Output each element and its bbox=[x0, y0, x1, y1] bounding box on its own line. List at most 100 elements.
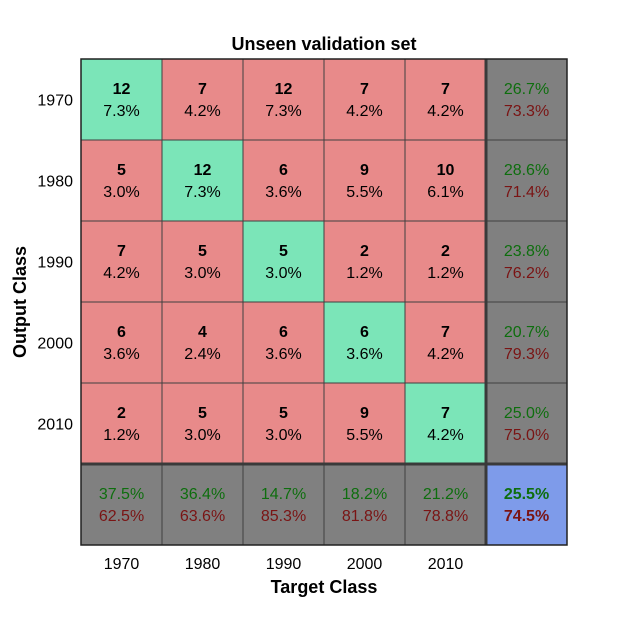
overall-accuracy-cell bbox=[485, 463, 568, 546]
row-summary-correct: 26.7% bbox=[504, 81, 549, 98]
column-summary-cell bbox=[242, 463, 325, 546]
cell-count: 6 bbox=[117, 324, 126, 341]
cell-count: 6 bbox=[360, 324, 369, 341]
cell-count: 2 bbox=[441, 243, 450, 260]
matrix-cell bbox=[242, 220, 325, 303]
column-summary-cell bbox=[80, 463, 163, 546]
matrix-cell bbox=[80, 301, 163, 384]
cell-count: 4 bbox=[198, 324, 207, 341]
cell-percent: 4.2% bbox=[184, 103, 220, 120]
cell-percent: 1.2% bbox=[427, 265, 463, 282]
matrix-cell bbox=[404, 58, 487, 141]
cell-count: 12 bbox=[113, 81, 131, 98]
cell-percent: 3.0% bbox=[103, 184, 139, 201]
x-axis-label: Target Class bbox=[271, 577, 378, 597]
cell-count: 6 bbox=[279, 162, 288, 179]
cell-count: 7 bbox=[117, 243, 126, 260]
column-summary-correct: 14.7% bbox=[261, 486, 306, 503]
column-summary-wrong: 63.6% bbox=[180, 508, 225, 525]
cell-percent: 4.2% bbox=[346, 103, 382, 120]
x-tick-label: 2000 bbox=[347, 556, 383, 573]
x-tick-label: 1990 bbox=[266, 556, 302, 573]
cell-count: 7 bbox=[441, 324, 450, 341]
cell-count: 9 bbox=[360, 162, 369, 179]
matrix-cell bbox=[161, 58, 244, 141]
cell-count: 5 bbox=[279, 243, 288, 260]
cell-percent: 3.6% bbox=[265, 184, 301, 201]
cell-percent: 5.5% bbox=[346, 427, 382, 444]
cell-percent: 4.2% bbox=[427, 103, 463, 120]
row-summary-cell bbox=[485, 139, 568, 222]
cell-count: 7 bbox=[198, 81, 207, 98]
cell-count: 5 bbox=[279, 405, 288, 422]
matrix-cells: 127.3%74.2%127.3%74.2%74.2%53.0%127.3%63… bbox=[80, 58, 568, 546]
matrix-cell bbox=[404, 301, 487, 384]
matrix-cell bbox=[161, 382, 244, 465]
cell-percent: 7.3% bbox=[184, 184, 220, 201]
tick-labels: 1970 1970 1980 1980 1990 1990 2000 2000 2010 2010 bbox=[37, 93, 463, 574]
matrix-cell bbox=[80, 220, 163, 303]
x-tick-label: 2010 bbox=[428, 556, 464, 573]
y-tick-label: 1990 bbox=[37, 255, 73, 272]
cell-percent: 3.6% bbox=[346, 346, 382, 363]
column-summary-cell bbox=[161, 463, 244, 546]
cell-percent: 3.0% bbox=[265, 427, 301, 444]
y-axis-label: Output Class bbox=[10, 246, 30, 358]
cell-count: 7 bbox=[360, 81, 369, 98]
cell-percent: 1.2% bbox=[103, 427, 139, 444]
matrix-cell bbox=[323, 139, 406, 222]
cell-percent: 6.1% bbox=[427, 184, 463, 201]
matrix-cell bbox=[242, 139, 325, 222]
row-summary-cell bbox=[485, 382, 568, 465]
matrix-cell bbox=[242, 301, 325, 384]
cell-count: 12 bbox=[275, 81, 293, 98]
cell-percent: 3.6% bbox=[103, 346, 139, 363]
row-summary-wrong: 76.2% bbox=[504, 265, 549, 282]
matrix-cell bbox=[80, 139, 163, 222]
cell-count: 5 bbox=[117, 162, 126, 179]
row-summary-cell bbox=[485, 58, 568, 141]
cell-percent: 7.3% bbox=[103, 103, 139, 120]
matrix-cell bbox=[323, 301, 406, 384]
column-summary-cell bbox=[323, 463, 406, 546]
column-summary-correct: 18.2% bbox=[342, 486, 387, 503]
row-summary-correct: 25.0% bbox=[504, 405, 549, 422]
cell-percent: 4.2% bbox=[427, 346, 463, 363]
cell-count: 5 bbox=[198, 243, 207, 260]
matrix-frame bbox=[80, 58, 568, 546]
cell-count: 2 bbox=[360, 243, 369, 260]
row-summary-cell bbox=[485, 220, 568, 303]
cell-count: 10 bbox=[437, 162, 455, 179]
cell-count: 2 bbox=[117, 405, 126, 422]
cell-percent: 1.2% bbox=[346, 265, 382, 282]
column-summary-wrong: 78.8% bbox=[423, 508, 468, 525]
cell-percent: 3.0% bbox=[184, 427, 220, 444]
column-summary-cell bbox=[404, 463, 487, 546]
column-summary-correct: 36.4% bbox=[180, 486, 225, 503]
cell-percent: 3.0% bbox=[184, 265, 220, 282]
cell-count: 7 bbox=[441, 405, 450, 422]
x-tick-label: 1970 bbox=[104, 556, 140, 573]
matrix-cell bbox=[161, 220, 244, 303]
matrix-cell bbox=[242, 58, 325, 141]
column-summary-wrong: 62.5% bbox=[99, 508, 144, 525]
column-summary-wrong: 85.3% bbox=[261, 508, 306, 525]
matrix-cell bbox=[323, 382, 406, 465]
row-summary-correct: 28.6% bbox=[504, 162, 549, 179]
chart-title: Unseen validation set bbox=[231, 34, 416, 54]
y-tick-label: 1980 bbox=[37, 174, 73, 191]
cell-percent: 3.6% bbox=[265, 346, 301, 363]
cell-percent: 4.2% bbox=[103, 265, 139, 282]
overall-wrong: 74.5% bbox=[504, 508, 549, 525]
x-tick-label: 1980 bbox=[185, 556, 221, 573]
matrix-cell bbox=[404, 139, 487, 222]
cell-count: 5 bbox=[198, 405, 207, 422]
matrix-cell bbox=[80, 382, 163, 465]
column-summary-correct: 21.2% bbox=[423, 486, 468, 503]
matrix-cell bbox=[323, 220, 406, 303]
y-tick-label: 1970 bbox=[37, 93, 73, 110]
cell-count: 7 bbox=[441, 81, 450, 98]
row-summary-wrong: 75.0% bbox=[504, 427, 549, 444]
cell-count: 6 bbox=[279, 324, 288, 341]
